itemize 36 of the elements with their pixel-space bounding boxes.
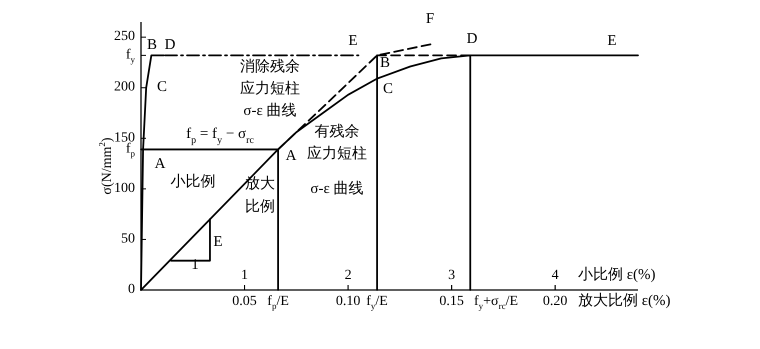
- annotation: 小比例: [170, 173, 216, 190]
- y-tick-label: 50: [121, 232, 135, 247]
- annotation: D: [164, 37, 176, 54]
- x2-tick-label: 2: [344, 268, 352, 284]
- y-tick-label: 200: [114, 80, 135, 95]
- annotation: C: [156, 79, 168, 96]
- x2-tick-label: 3: [448, 268, 456, 284]
- text: f$_{y}$+σ$_{rc}$/E: [474, 294, 518, 312]
- y-tick-label: 100: [114, 181, 135, 196]
- x-axis-title: 放大比例 ε(%): [578, 292, 671, 310]
- y-tick-label: 250: [114, 29, 135, 44]
- x-tick-label: f$_{y}$/E: [366, 294, 388, 312]
- x-tick-label: 0.10: [336, 294, 360, 310]
- x2-axis-title: 小比例 ε(%): [578, 266, 656, 284]
- y-tick-label: 0: [128, 282, 135, 298]
- annotation: E: [348, 33, 358, 50]
- x2-tick-label: 4: [552, 268, 559, 284]
- annotation: B: [380, 55, 390, 72]
- x2-tick-label: 1: [241, 268, 248, 284]
- annotation: B: [146, 37, 158, 54]
- x-tick-label: 0.15: [439, 294, 464, 310]
- annotation: D: [466, 31, 478, 48]
- annotation: A: [286, 148, 297, 164]
- x-tick-label: 0.05: [232, 294, 257, 310]
- text: 有残余应力短柱σ-ε 曲线: [307, 124, 367, 198]
- annotation: E: [607, 33, 617, 50]
- x-tick-label: 0.20: [542, 294, 568, 310]
- annotation: A: [154, 156, 166, 172]
- y-tick-label: f$_{y}$: [126, 48, 136, 64]
- annotation: C: [382, 81, 394, 98]
- annotation: 消除残余应力短柱σ-ε 曲线: [240, 58, 300, 120]
- annotation: E: [213, 234, 223, 250]
- x-tick-label: f$_{p}$/E: [267, 294, 289, 312]
- annotation: F: [426, 11, 434, 28]
- y-tick-label: f$_{p}$: [126, 142, 136, 158]
- annotation: f$_{p}$ = f$_{y}$ − σ$_{rc}$: [186, 126, 254, 146]
